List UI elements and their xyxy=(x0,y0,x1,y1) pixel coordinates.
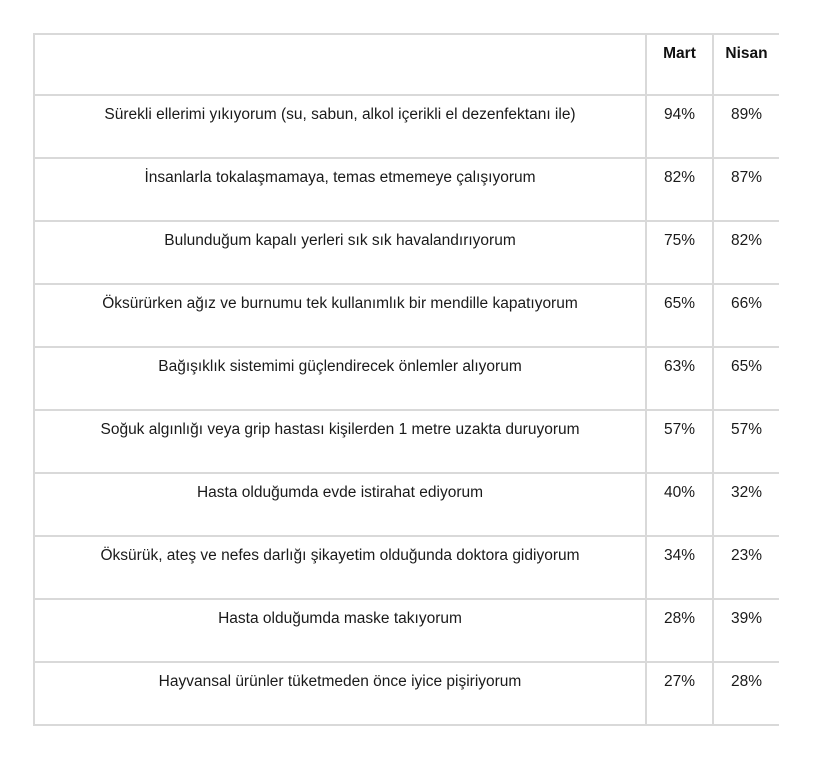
table-row: Sürekli ellerimi yıkıyorum (su, sabun, a… xyxy=(33,94,779,159)
nisan-value-cell: 89% xyxy=(712,94,779,159)
header-row: Mart Nisan xyxy=(33,33,779,96)
table-row: Öksürürken ağız ve burnumu tek kullanıml… xyxy=(33,283,779,348)
row-label-cell: Hasta olduğumda maske takıyorum xyxy=(33,598,647,663)
table-row: Hayvansal ürünler tüketmeden önce iyice … xyxy=(33,661,779,726)
row-label-cell: Öksürürken ağız ve burnumu tek kullanıml… xyxy=(33,283,647,348)
mart-value-cell: 40% xyxy=(645,472,714,537)
nisan-value-cell: 28% xyxy=(712,661,779,726)
table-row: Öksürük, ateş ve nefes darlığı şikayetim… xyxy=(33,535,779,600)
mart-value-cell: 65% xyxy=(645,283,714,348)
table-row: Bağışıklık sistemimi güçlendirecek önlem… xyxy=(33,346,779,411)
nisan-value-cell: 65% xyxy=(712,346,779,411)
mart-value-cell: 63% xyxy=(645,346,714,411)
nisan-value-cell: 23% xyxy=(712,535,779,600)
row-label-cell: Hayvansal ürünler tüketmeden önce iyice … xyxy=(33,661,647,726)
row-label-cell: Bağışıklık sistemimi güçlendirecek önlem… xyxy=(33,346,647,411)
row-label-cell: Bulunduğum kapalı yerleri sık sık havala… xyxy=(33,220,647,285)
table-row: İnsanlarla tokalaşmamaya, temas etmemeye… xyxy=(33,157,779,222)
nisan-value-cell: 39% xyxy=(712,598,779,663)
header-empty-cell xyxy=(33,33,647,96)
row-label-cell: Soğuk algınlığı veya grip hastası kişile… xyxy=(33,409,647,474)
table-row: Soğuk algınlığı veya grip hastası kişile… xyxy=(33,409,779,474)
survey-results-table: Mart Nisan Sürekli ellerimi yıkıyorum (s… xyxy=(33,33,779,726)
table-row: Hasta olduğumda maske takıyorum 28% 39% xyxy=(33,598,779,663)
nisan-value-cell: 66% xyxy=(712,283,779,348)
mart-value-cell: 94% xyxy=(645,94,714,159)
mart-value-cell: 27% xyxy=(645,661,714,726)
nisan-value-cell: 82% xyxy=(712,220,779,285)
mart-value-cell: 28% xyxy=(645,598,714,663)
nisan-value-cell: 32% xyxy=(712,472,779,537)
row-label-cell: Öksürük, ateş ve nefes darlığı şikayetim… xyxy=(33,535,647,600)
nisan-value-cell: 87% xyxy=(712,157,779,222)
row-label-cell: İnsanlarla tokalaşmamaya, temas etmemeye… xyxy=(33,157,647,222)
row-label-cell: Sürekli ellerimi yıkıyorum (su, sabun, a… xyxy=(33,94,647,159)
table-row: Hasta olduğumda evde istirahat ediyorum … xyxy=(33,472,779,537)
mart-value-cell: 34% xyxy=(645,535,714,600)
mart-value-cell: 82% xyxy=(645,157,714,222)
table-row: Bulunduğum kapalı yerleri sık sık havala… xyxy=(33,220,779,285)
header-mart: Mart xyxy=(645,33,714,96)
row-label-cell: Hasta olduğumda evde istirahat ediyorum xyxy=(33,472,647,537)
mart-value-cell: 57% xyxy=(645,409,714,474)
header-nisan: Nisan xyxy=(712,33,779,96)
nisan-value-cell: 57% xyxy=(712,409,779,474)
mart-value-cell: 75% xyxy=(645,220,714,285)
